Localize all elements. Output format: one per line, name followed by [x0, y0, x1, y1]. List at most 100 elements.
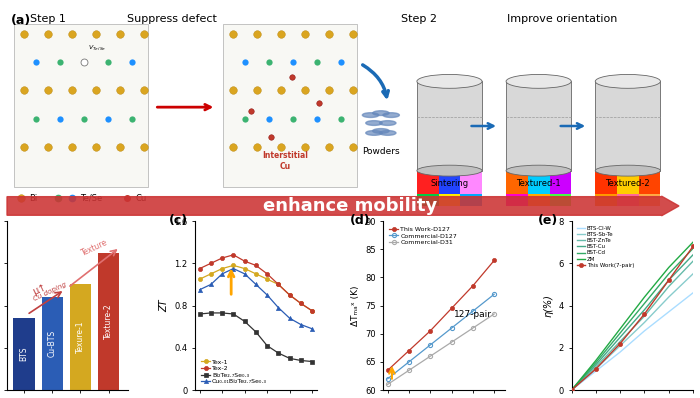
BST-Cu [592, 362, 600, 367]
Circle shape [366, 131, 382, 135]
BST-ZnTe [689, 259, 697, 263]
Tex-2 [206, 261, 215, 266]
Ellipse shape [417, 74, 482, 88]
Tex-1 [252, 271, 260, 276]
Text: (e): (e) [538, 214, 558, 227]
Bar [617, 195, 638, 218]
BTS-Sb-Te [616, 343, 624, 348]
Tex-2 [274, 282, 283, 287]
Commercial-D31 [490, 312, 498, 316]
Y-axis label: ΔTₘₐˣ (K): ΔTₘₐˣ (K) [351, 285, 360, 326]
Tex-1 [308, 308, 316, 313]
Line: Commercial-D127: Commercial-D127 [386, 292, 496, 381]
Bar [638, 171, 660, 195]
Line: BTS-Cl-W: BTS-Cl-W [572, 293, 693, 390]
Commercial-D127 [469, 309, 477, 314]
BTS-Cl-W [664, 310, 673, 314]
BTS-Cl-W [616, 349, 624, 354]
Tex-1 [297, 301, 305, 306]
FancyBboxPatch shape [223, 24, 357, 187]
Text: Step 2: Step 2 [400, 14, 437, 24]
Text: Bi: Bi [29, 194, 37, 203]
Bi₂Te₂.₇Se₀.₃ [263, 343, 272, 348]
Text: (d): (d) [349, 214, 370, 227]
Text: $V^{}_{Te/Se}$: $V^{}_{Te/Se}$ [88, 43, 106, 52]
Text: Powders: Powders [362, 147, 400, 156]
Line: BST-ZnTe: BST-ZnTe [572, 261, 693, 390]
Line: BST-Cd: BST-Cd [572, 248, 693, 390]
Bar [506, 81, 571, 171]
Circle shape [379, 121, 396, 125]
Tex-1 [218, 266, 226, 271]
Bi₂Te₂.₇Se₀.₃ [218, 310, 226, 315]
Bar [595, 195, 617, 218]
Circle shape [372, 129, 389, 133]
Bar [13, 318, 34, 390]
Text: Suppress defect: Suppress defect [127, 14, 216, 24]
Tex-1 [263, 277, 272, 281]
BST-ZnTe [616, 339, 624, 344]
Tex-1 [229, 263, 237, 268]
This Work(7-pair) [568, 388, 576, 392]
Commercial-D127 [490, 292, 498, 297]
FancyArrow shape [7, 196, 679, 216]
Ellipse shape [506, 165, 571, 176]
Bar [550, 195, 571, 218]
Bi₂Te₂.₇Se₀.₃ [274, 351, 283, 355]
Bar [461, 195, 482, 218]
Line: BST-Cu: BST-Cu [572, 255, 693, 390]
Line: Commercial-D31: Commercial-D31 [386, 312, 496, 386]
Circle shape [366, 121, 382, 125]
BTS-Cl-W [568, 388, 576, 392]
Line: Tex-1: Tex-1 [197, 263, 314, 313]
Text: Cu-BTS: Cu-BTS [48, 330, 57, 357]
BTS-Sb-Te [568, 388, 576, 392]
Line: ZM: ZM [572, 242, 693, 390]
This Work-D127 [490, 258, 498, 263]
Bar [417, 195, 439, 218]
Text: Cu doping: Cu doping [32, 282, 67, 302]
Text: Improve orientation: Improve orientation [508, 14, 618, 24]
Circle shape [383, 113, 400, 117]
This Work-D127 [405, 348, 413, 353]
Bar [98, 253, 119, 390]
Tex-1 [206, 271, 215, 276]
Cu₀.₀₁Bi₂Te₂.₇Se₀.₃ [218, 271, 226, 276]
Tex-1 [241, 266, 249, 271]
Line: This Work-D127: This Work-D127 [386, 258, 496, 373]
BST-Cu [664, 278, 673, 283]
This Work(7-pair) [640, 312, 649, 316]
Ellipse shape [417, 165, 482, 176]
Bar [528, 171, 550, 195]
ZM [568, 388, 576, 392]
Bi₂Te₂.₇Se₀.₃ [308, 359, 316, 364]
BST-Cd [664, 271, 673, 276]
This Work(7-pair) [689, 244, 697, 249]
Line: This Work(7-pair): This Work(7-pair) [570, 244, 695, 392]
Bi₂Te₂.₇Se₀.₃ [252, 330, 260, 334]
Tex-2 [263, 271, 272, 276]
BTS-Cl-W [689, 291, 697, 295]
Line: Tex-2: Tex-2 [197, 253, 314, 313]
BST-Cu [568, 388, 576, 392]
Cu₀.₀₁Bi₂Te₂.₇Se₀.₃ [263, 293, 272, 297]
Bar [439, 171, 461, 195]
Text: Te/Se: Te/Se [80, 194, 103, 203]
Bar [617, 171, 638, 195]
Cu₀.₀₁Bi₂Te₂.₇Se₀.₃ [308, 326, 316, 331]
BST-ZnTe [592, 365, 600, 369]
Bar [70, 285, 91, 390]
Bi₂Te₂.₇Se₀.₃ [297, 358, 305, 363]
BST-Cd [616, 331, 624, 336]
This Work(7-pair) [664, 278, 673, 283]
Text: 127-pair: 127-pair [454, 310, 492, 319]
Commercial-D127 [426, 343, 435, 347]
Tex-2 [252, 263, 260, 268]
Commercial-D31 [469, 326, 477, 330]
Cu₀.₀₁Bi₂Te₂.₇Se₀.₃ [274, 305, 283, 310]
Ellipse shape [595, 74, 660, 88]
Text: (b): (b) [0, 214, 1, 227]
Tex-1 [286, 293, 294, 297]
Text: Interstitial
Cu: Interstitial Cu [262, 151, 308, 171]
Cu₀.₀₁Bi₂Te₂.₇Se₀.₃ [195, 287, 204, 292]
